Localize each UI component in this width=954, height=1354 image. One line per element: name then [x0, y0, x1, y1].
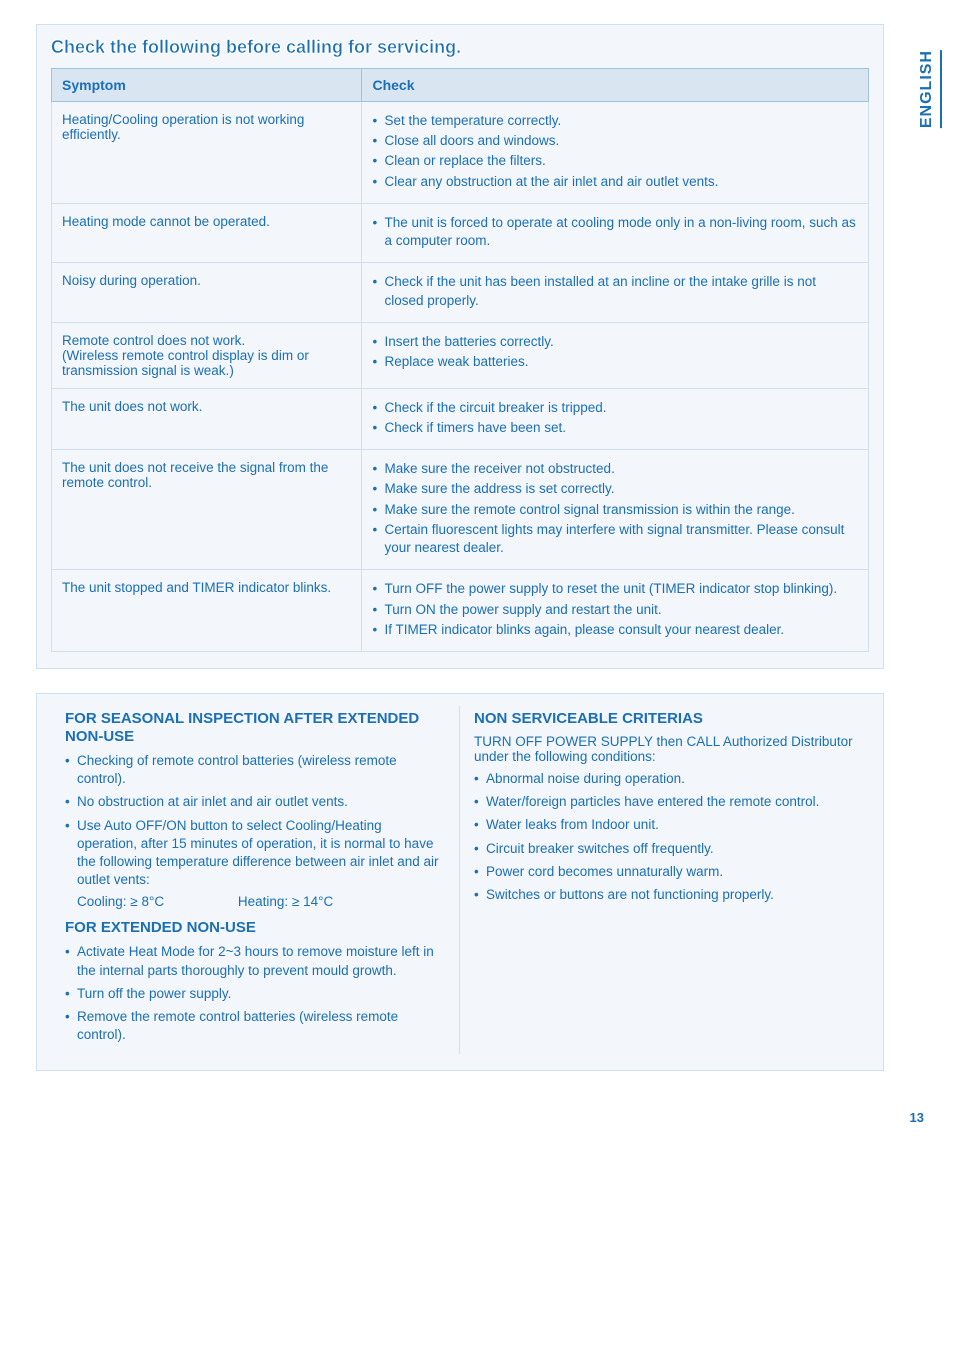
list-item: Checking of remote control batteries (wi… — [65, 752, 445, 788]
table-row: Remote control does not work. (Wireless … — [52, 322, 362, 388]
list-item: Clean or replace the filters. — [372, 152, 858, 170]
criterias-lead: TURN OFF POWER SUPPLY then CALL Authoriz… — [474, 734, 855, 764]
list-item: Make sure the address is set correctly. — [372, 480, 858, 498]
table-row: The unit does not receive the signal fro… — [52, 450, 362, 570]
table-row: Turn OFF the power supply to reset the u… — [362, 570, 869, 652]
notes-panel: FOR SEASONAL INSPECTION AFTER EXTENDED N… — [36, 693, 884, 1071]
list-item: Certain fluorescent lights may interfere… — [372, 521, 858, 557]
heating-temp: Heating: ≥ 14°C — [238, 894, 333, 909]
language-tab: ENGLISH — [918, 50, 942, 128]
list-item: Switches or buttons are not functioning … — [474, 886, 855, 904]
extended-heading: FOR EXTENDED NON-USE — [65, 919, 445, 937]
left-column: FOR SEASONAL INSPECTION AFTER EXTENDED N… — [51, 706, 460, 1054]
table-row: Noisy during operation. — [52, 263, 362, 322]
table-row: The unit does not work. — [52, 388, 362, 449]
table-row: Heating/Cooling operation is not working… — [52, 102, 362, 204]
list-item: Activate Heat Mode for 2~3 hours to remo… — [65, 943, 445, 979]
list-item: Water/foreign particles have entered the… — [474, 793, 855, 811]
troubleshoot-table: Symptom Check Heating/Cooling operation … — [51, 68, 869, 652]
list-item: Insert the batteries correctly. — [372, 333, 858, 351]
list-item: Power cord becomes unnaturally warm. — [474, 863, 855, 881]
list-item: If TIMER indicator blinks again, please … — [372, 621, 858, 639]
list-item: Check if timers have been set. — [372, 419, 858, 437]
th-check: Check — [362, 69, 869, 102]
list-item: Make sure the remote control signal tran… — [372, 501, 858, 519]
list-item: Water leaks from Indoor unit. — [474, 816, 855, 834]
panel-title: Check the following before calling for s… — [51, 37, 869, 58]
table-row: Check if the unit has been installed at … — [362, 263, 869, 322]
criterias-heading: NON SERVICEABLE CRITERIAS — [474, 710, 855, 728]
right-column: NON SERVICEABLE CRITERIAS TURN OFF POWER… — [460, 706, 869, 1054]
list-item: The unit is forced to operate at cooling… — [372, 214, 858, 250]
list-item: Remove the remote control batteries (wir… — [65, 1008, 445, 1044]
list-item: Turn off the power supply. — [65, 985, 445, 1003]
table-row: Check if the circuit breaker is tripped.… — [362, 388, 869, 449]
th-symptom: Symptom — [52, 69, 362, 102]
list-item: Use Auto OFF/ON button to select Cooling… — [65, 817, 445, 890]
page-number: 13 — [910, 1110, 924, 1125]
list-item: Check if the unit has been installed at … — [372, 273, 858, 309]
troubleshoot-panel: Check the following before calling for s… — [36, 24, 884, 669]
list-item: Turn ON the power supply and restart the… — [372, 601, 858, 619]
table-row: The unit is forced to operate at cooling… — [362, 203, 869, 262]
list-item: Abnormal noise during operation. — [474, 770, 855, 788]
list-item: Clear any obstruction at the air inlet a… — [372, 173, 858, 191]
seasonal-heading: FOR SEASONAL INSPECTION AFTER EXTENDED N… — [65, 710, 445, 746]
list-item: Close all doors and windows. — [372, 132, 858, 150]
list-item: Replace weak batteries. — [372, 353, 858, 371]
table-row: Insert the batteries correctly. Replace w… — [362, 322, 869, 388]
list-item: Check if the circuit breaker is tripped. — [372, 399, 858, 417]
cooling-temp: Cooling: ≥ 8°C — [77, 894, 164, 909]
table-row: The unit stopped and TIMER indicator bli… — [52, 570, 362, 652]
list-item: Set the temperature correctly. — [372, 112, 858, 130]
table-row: Make sure the receiver not obstructed. Ma… — [362, 450, 869, 570]
list-item: Turn OFF the power supply to reset the u… — [372, 580, 858, 598]
list-item: Make sure the receiver not obstructed. — [372, 460, 858, 478]
table-row: Heating mode cannot be operated. — [52, 203, 362, 262]
table-row: Set the temperature correctly. Close all … — [362, 102, 869, 204]
list-item: Circuit breaker switches off frequently. — [474, 840, 855, 858]
list-item: No obstruction at air inlet and air outl… — [65, 793, 445, 811]
